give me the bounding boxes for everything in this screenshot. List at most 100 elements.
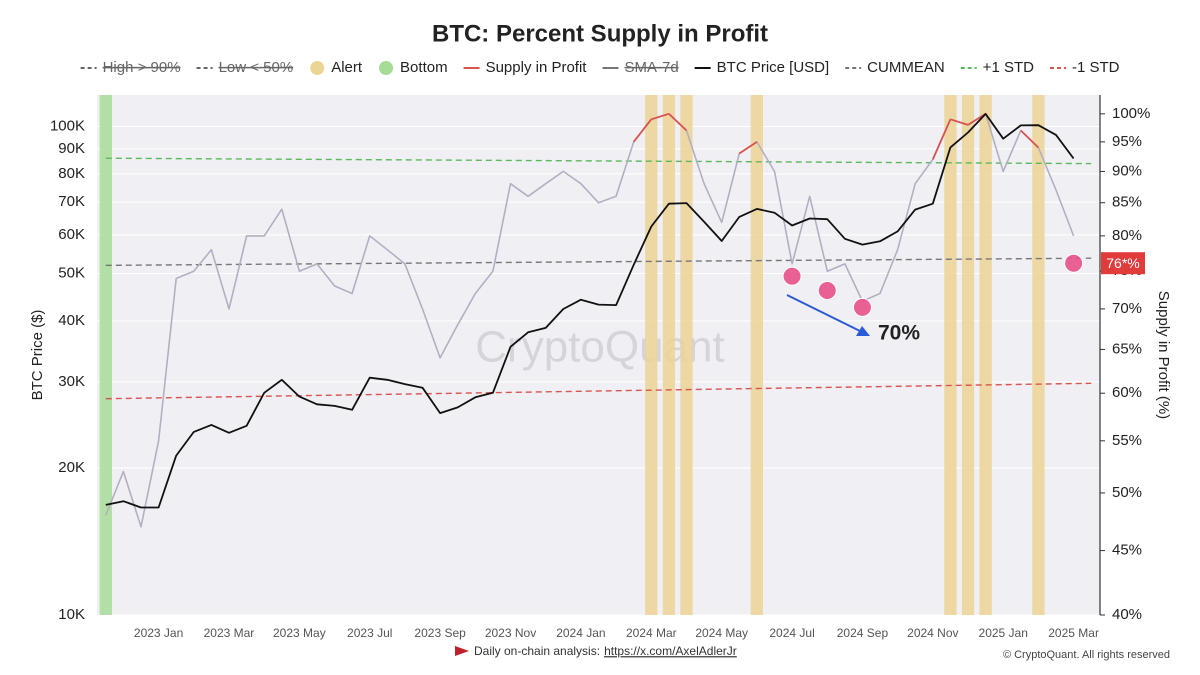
highlight-segment xyxy=(651,112,670,121)
series-line xyxy=(105,113,1075,509)
legend-label: Bottom xyxy=(400,59,448,76)
plot-area xyxy=(97,95,1100,615)
band xyxy=(680,95,693,615)
legend-label: +1 STD xyxy=(983,59,1034,76)
band xyxy=(223,95,235,615)
band-layer xyxy=(97,95,1100,616)
x-tick-label: 2024 Jul xyxy=(769,626,814,640)
x-tick-label: 2024 Nov xyxy=(907,626,958,640)
y-tick-label: 90K xyxy=(58,140,85,157)
highlight-segment xyxy=(738,141,758,155)
highlight-segment xyxy=(632,118,652,143)
band xyxy=(205,95,217,615)
band xyxy=(909,95,921,615)
band xyxy=(258,95,270,615)
x-tick-label: 2024 Sep xyxy=(837,626,889,640)
band xyxy=(997,95,1009,615)
band xyxy=(364,95,376,615)
band xyxy=(803,95,815,615)
highlight-segment xyxy=(950,118,969,126)
y2-tick-label: 80% xyxy=(1112,227,1142,244)
band xyxy=(645,95,658,615)
highlight-segment xyxy=(1020,129,1040,149)
band xyxy=(1085,95,1097,615)
series-line xyxy=(105,113,1075,528)
band xyxy=(1067,95,1079,615)
band xyxy=(944,95,956,615)
y2-tick-label: 40% xyxy=(1112,606,1142,623)
band xyxy=(328,95,340,615)
band xyxy=(452,95,464,615)
band xyxy=(188,95,200,615)
legend-symbol xyxy=(379,61,394,75)
copyright: © CryptoQuant. All rights reserved xyxy=(1003,649,1170,661)
y2-tick-label: 90% xyxy=(1112,162,1142,179)
band xyxy=(99,95,112,615)
band xyxy=(434,95,446,615)
y2-tick-label: 70% xyxy=(1112,300,1142,317)
highlight-segment xyxy=(967,113,987,126)
chart-title: BTC: Percent Supply in Profit xyxy=(432,20,768,47)
band xyxy=(1032,95,1044,615)
highlight-marker xyxy=(817,280,837,300)
band xyxy=(786,95,798,615)
band xyxy=(170,95,182,615)
y2-tick-label: 50% xyxy=(1112,484,1142,501)
footer-flag xyxy=(455,646,469,656)
footer-link[interactable]: https://x.com/AxelAdlerJr xyxy=(604,644,737,658)
legend-symbol xyxy=(310,61,325,75)
x-tick-label: 2024 Mar xyxy=(626,626,677,640)
band xyxy=(1050,95,1062,615)
y2-tick-label: 60% xyxy=(1112,384,1142,401)
band xyxy=(311,95,323,615)
band xyxy=(891,95,903,615)
band xyxy=(628,95,640,615)
y2-tick-label: 85% xyxy=(1112,194,1142,211)
y-tick-label: 40K xyxy=(58,312,85,329)
band xyxy=(927,95,939,615)
line-layer xyxy=(105,112,1092,528)
band xyxy=(557,95,569,615)
band xyxy=(399,95,411,615)
band xyxy=(293,95,305,615)
x-tick-label: 2025 Jan xyxy=(979,626,1028,640)
x-tick-label: 2023 Jan xyxy=(134,626,183,640)
band xyxy=(962,95,974,615)
annotation: 70% xyxy=(878,322,920,345)
reference-line xyxy=(105,257,1092,267)
band xyxy=(680,95,692,615)
x-tick-label: 2023 Jul xyxy=(347,626,392,640)
band xyxy=(716,95,728,615)
band xyxy=(504,95,516,615)
band xyxy=(821,95,833,615)
legend-label: High > 90% xyxy=(103,59,181,76)
annotation-arrow xyxy=(786,294,863,333)
band xyxy=(487,95,499,615)
footer-text: Daily on-chain analysis: xyxy=(474,644,600,658)
band xyxy=(592,95,604,615)
highlight-segment xyxy=(668,113,688,132)
y-tick-label: 20K xyxy=(58,459,85,476)
band xyxy=(575,95,587,615)
band xyxy=(117,95,129,615)
band xyxy=(961,95,975,615)
y-tick-label: 70K xyxy=(58,193,85,210)
reference-line xyxy=(105,157,1092,165)
band xyxy=(346,95,358,615)
y2-tick-label: 95% xyxy=(1112,133,1142,150)
band xyxy=(610,95,622,615)
band xyxy=(944,95,957,615)
x-tick-label: 2023 Mar xyxy=(204,626,255,640)
x-tick-label: 2024 May xyxy=(695,626,748,640)
band xyxy=(240,95,252,615)
band xyxy=(750,95,764,615)
band xyxy=(1032,95,1045,615)
y2-tick-label: 100% xyxy=(1112,105,1150,122)
band xyxy=(469,95,481,615)
highlight-marker xyxy=(782,266,802,286)
x-tick-label: 2025 Mar xyxy=(1048,626,1099,640)
band xyxy=(381,95,393,615)
band xyxy=(416,95,428,615)
band xyxy=(663,95,675,615)
